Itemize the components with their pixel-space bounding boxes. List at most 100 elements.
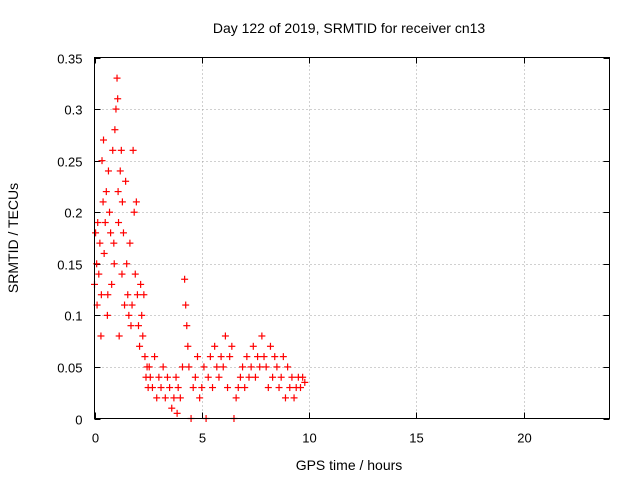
data-point [145,363,153,371]
data-point [174,384,182,392]
data-point [97,332,105,340]
data-point [262,363,270,371]
x-tick-label: 5 [199,431,206,446]
data-point [184,342,192,350]
data-point [275,384,283,392]
data-point [127,322,135,330]
data-point [260,353,268,361]
data-point [124,291,132,299]
x-axis-title: GPS time / hours [296,457,403,473]
data-point [100,136,108,144]
data-point [166,384,174,392]
data-point [256,363,264,371]
data-point [108,280,116,288]
data-point [254,353,262,361]
data-point [301,378,309,386]
data-point [129,146,137,154]
x-tick-label: 15 [409,431,423,446]
data-point [126,239,134,247]
data-point [103,311,111,319]
data-point [113,74,121,82]
data-point [264,384,272,392]
data-point [114,188,122,196]
data-point [286,384,294,392]
data-point [104,167,112,175]
data-point [284,363,292,371]
data-point [159,363,167,371]
data-point [119,229,127,237]
y-tick-label: 0.3 [64,103,82,118]
y-tick-label: 0.15 [57,258,82,273]
data-point [251,373,259,381]
data-point [239,363,247,371]
data-point [228,342,236,350]
data-point [97,291,105,299]
data-point [163,373,171,381]
data-point [215,373,223,381]
data-point [107,229,115,237]
data-point [95,270,103,278]
data-point [155,373,163,381]
data-point [141,353,149,361]
data-point [134,322,142,330]
data-point [226,353,234,361]
data-point [277,373,285,381]
y-tick-label: 0.2 [64,206,82,221]
data-point [241,384,249,392]
y-tick-labels: 0 0.05 0.1 0.15 0.2 0.25 0.3 0.35 [57,52,82,428]
data-point [181,275,189,283]
data-point [96,239,104,247]
data-point [249,342,257,350]
data-point [112,105,120,113]
data-point [206,353,214,361]
tick-layer [94,57,610,420]
data-point [118,270,126,278]
data-point [157,384,165,392]
data-point [217,353,225,361]
data-point [153,394,161,402]
data-point [236,373,244,381]
data-point [168,404,176,412]
data-point [106,208,114,216]
data-point [123,260,131,268]
data-point [247,363,255,371]
data-point [211,342,219,350]
data-point [243,353,251,361]
data-point [115,219,123,227]
y-tick-label: 0.25 [57,155,82,170]
data-point [172,373,180,381]
data-point [122,177,130,185]
data-point [176,394,184,402]
data-point [271,353,279,361]
data-point [173,409,181,417]
data-point [136,342,144,350]
data-point [133,291,141,299]
data-point [191,373,199,381]
data-point [183,322,191,330]
y-tick-label: 0 [75,413,82,428]
data-point [130,208,138,216]
data-point [185,363,193,371]
data-point [94,219,102,227]
data-point [131,270,139,278]
data-point [221,332,229,340]
data-point [101,219,109,227]
data-markers [91,74,309,422]
data-point [110,239,118,247]
y-tick-label: 0.1 [64,309,82,324]
data-point [116,167,124,175]
data-point [100,249,108,257]
chart-title: Day 122 of 2019, SRMTID for receiver cn1… [213,20,486,36]
data-point [132,198,140,206]
y-tick-label: 0.35 [57,52,82,67]
data-point [266,342,274,350]
data-point [118,198,126,206]
data-point [299,373,307,381]
data-point [148,384,156,392]
data-point [213,363,221,371]
data-point [182,301,190,309]
data-point [269,373,277,381]
data-point [138,311,146,319]
data-point [146,373,154,381]
